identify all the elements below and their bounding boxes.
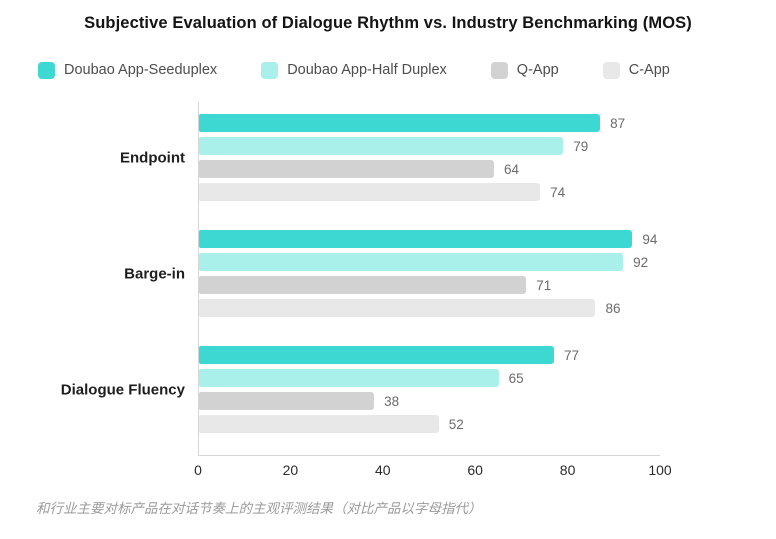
bar [199,160,495,178]
bar-row: 64 [199,160,660,178]
legend-swatch-icon [490,61,508,79]
bar [199,299,596,317]
x-axis-ticks: 0 20 40 60 80 100 [194,462,672,480]
legend-label: Doubao App-Seeduplex [64,62,218,78]
legend-item: Q-App [490,61,559,79]
bar-row: 86 [199,299,660,317]
legend-item: C-App [602,61,670,79]
bar-row: 52 [199,415,660,433]
bar [199,183,541,201]
bar-row: 74 [199,183,660,201]
bar-row: 87 [199,114,660,132]
bar-value-label: 65 [508,370,524,386]
bar-value-label: 94 [642,231,658,247]
bar-value-label: 87 [610,115,626,131]
legend-swatch-icon [261,61,279,79]
legend-item: Doubao App-Half Duplex [261,61,447,79]
bar-value-label: 86 [605,300,621,316]
bar-value-label: 77 [563,347,579,363]
x-tick-label: 100 [648,462,672,478]
bar [199,369,499,387]
bar-row: 71 [199,276,660,294]
legend-label: Q-App [516,62,559,78]
bar-value-label: 74 [550,184,566,200]
bar-row: 92 [199,253,660,271]
bar-row: 79 [199,137,660,155]
x-tick-label: 80 [559,462,576,478]
legend-swatch-icon [38,61,55,79]
bar-value-label: 64 [504,161,520,177]
category-label: Dialogue Fluency [60,381,185,398]
bar [199,346,554,364]
legend-swatch-icon [602,61,620,79]
bar [199,415,439,433]
bar-row: 77 [199,346,660,364]
bar-value-label: 92 [633,254,649,270]
x-tick-label: 40 [375,462,391,478]
bar [199,253,624,271]
bar [199,230,633,248]
bar-group: Barge-in 94 92 71 86 [124,230,660,317]
chart-title: Subjective Evaluation of Dialogue Rhythm… [84,14,692,32]
bar-row: 38 [199,392,660,410]
x-tick-label: 0 [194,462,202,478]
plot-area: Endpoint 87 79 64 74 Barge-in 94 92 71 86 Dialogue… [61,102,660,456]
bar-row: 65 [199,369,660,387]
bar-group: Endpoint 87 79 64 74 [120,114,660,201]
bar-value-label: 79 [573,138,589,154]
bar [199,114,601,132]
bar-row: 94 [199,230,660,248]
category-label: Barge-in [124,265,185,282]
chart-footnote: 和行业主要对标产品在对话节奏上的主观评测结果（对比产品以字母指代） [36,501,482,516]
bar-value-label: 38 [384,393,400,409]
bar-value-label: 52 [448,416,464,432]
chart-container: Subjective Evaluation of Dialogue Rhythm… [0,14,776,539]
legend-item: Doubao App-Seeduplex [38,61,218,79]
x-tick-label: 20 [282,462,299,478]
legend-label: Doubao App-Half Duplex [287,62,447,78]
bar [199,137,564,155]
bar [199,276,527,294]
legend-label: C-App [628,62,670,78]
x-tick-label: 60 [467,462,483,478]
category-label: Endpoint [120,149,185,166]
bar-group: Dialogue Fluency 77 65 38 52 [61,346,660,433]
legend: Doubao App-Seeduplex Doubao App-Half Dupl… [38,61,776,79]
bar [199,392,375,410]
bar-value-label: 71 [536,277,552,293]
